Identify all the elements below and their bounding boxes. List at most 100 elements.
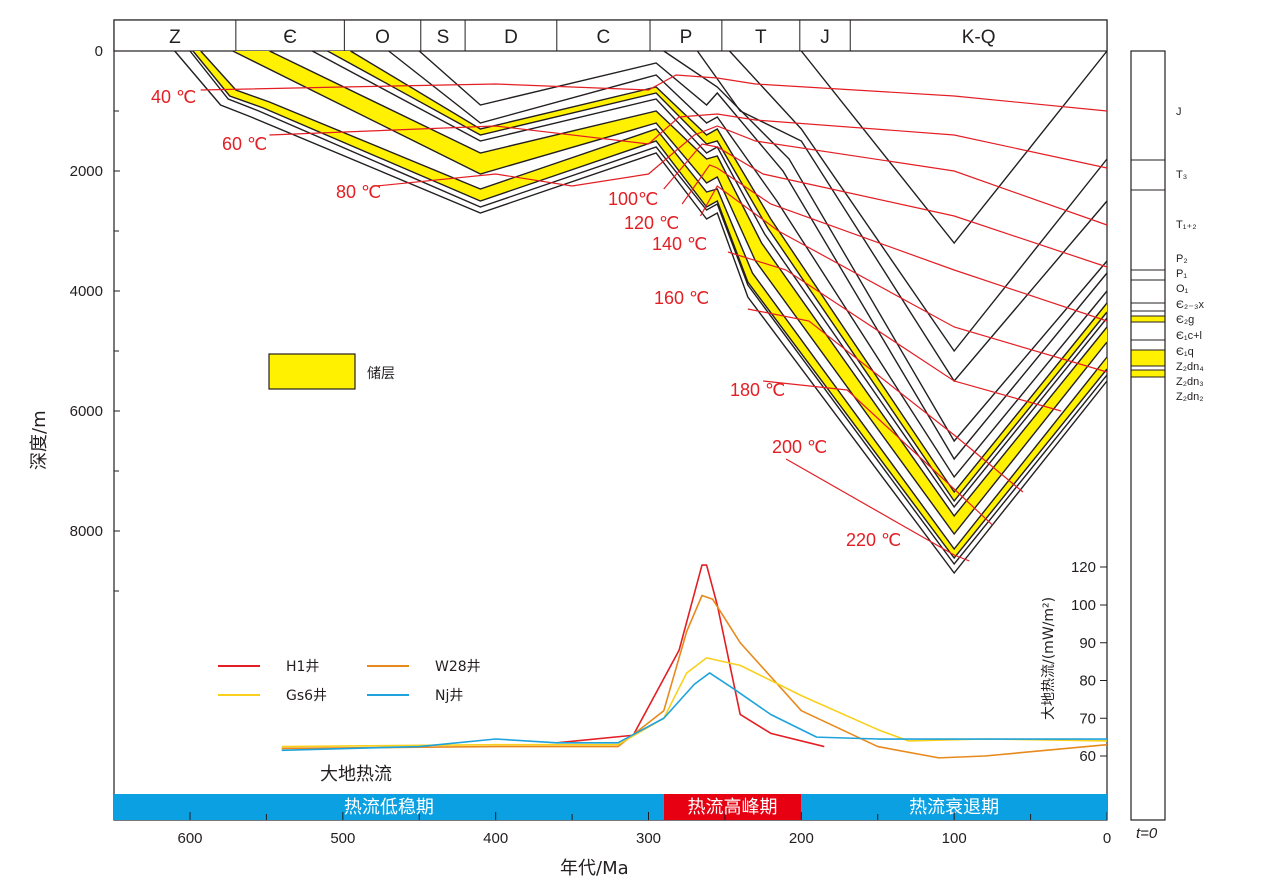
x-tick-label: 0	[1103, 830, 1111, 847]
column-unit-label: Є₂g	[1176, 314, 1194, 326]
period-label-Z: Z	[169, 27, 181, 48]
legend-label: W28井	[435, 659, 481, 675]
isotherm-line	[763, 380, 993, 526]
isotherm-label: 60 ℃	[222, 134, 267, 154]
reservoir-legend-label: 储层	[367, 366, 395, 382]
column-unit-label: O₁	[1176, 283, 1189, 295]
period-label-T: T	[755, 27, 767, 48]
isotherm-line	[269, 113, 1108, 169]
y2-tick-label: 70	[1079, 710, 1096, 727]
isotherm-line	[727, 251, 1062, 412]
column-unit-label: P₁	[1176, 268, 1187, 280]
burial-curve-E2g-top	[350, 50, 1108, 494]
x-tick-label: 200	[789, 830, 814, 847]
legend-label: Gs6井	[286, 688, 327, 704]
column-footer: t=0	[1136, 825, 1158, 842]
y2-tick-label: 80	[1079, 673, 1096, 690]
burial-curve-P2-top	[696, 50, 1108, 383]
isotherm-label: 180 ℃	[730, 380, 785, 400]
y2-tick-label: 120	[1071, 559, 1096, 576]
y-tick-label: 4000	[70, 283, 103, 300]
y2-tick-label: 60	[1079, 748, 1096, 765]
heat-flow-curve-Gs6井	[281, 657, 1108, 748]
period-label-D: D	[504, 27, 518, 48]
burial-curve-E1q-top	[269, 50, 1108, 518]
column-reservoir	[1131, 350, 1165, 366]
column-frame	[1130, 50, 1166, 821]
heat-flow-curves: H1井 W28井 Gs6井 Nj井	[218, 564, 1108, 759]
y2-tick-label: 100	[1071, 597, 1096, 614]
column-unit-label: P₂	[1176, 253, 1188, 265]
isotherm-label: 100℃	[608, 189, 658, 209]
axes: 600 500 400 300 200 100 0 0 2000 4000 6000 8000 60 70…	[70, 43, 1112, 847]
y-axis-title: 深度/m	[29, 410, 50, 470]
isotherm-line	[200, 74, 1108, 112]
phase-bar: 热流低稳期 热流高峰期 热流衰退期	[114, 794, 1107, 820]
column-unit-label: Є₂₋₃x	[1176, 299, 1204, 311]
x-tick-label: 400	[483, 830, 508, 847]
column-unit-label: Є₁q	[1176, 346, 1194, 358]
period-label-C: C	[597, 27, 611, 48]
isotherm-label: 220 ℃	[846, 530, 901, 550]
x-tick-label: 600	[177, 830, 202, 847]
burial-curve-Z2dn4-top	[200, 50, 1108, 551]
burial-curve-E1q-base	[232, 50, 1108, 536]
phase-label: 热流低稳期	[344, 797, 434, 818]
x-tick-label: 500	[330, 830, 355, 847]
heat-flow-curve-W28井	[281, 594, 1108, 759]
y2-tick-label: 90	[1079, 635, 1096, 652]
y-tick-label: 8000	[70, 523, 103, 540]
burial-layers	[174, 50, 1108, 575]
column-unit-label: Є₁c+l	[1176, 330, 1202, 342]
phase-label: 热流衰退期	[909, 797, 999, 818]
x-tick-label: 100	[942, 830, 967, 847]
isotherm-line	[376, 125, 1108, 226]
burial-curve-Z2dn2-base	[174, 50, 1108, 575]
y-tick-label: 2000	[70, 163, 103, 180]
isotherm-line	[663, 143, 1108, 268]
isotherm-label: 200 ℃	[772, 437, 827, 457]
isotherm-label: 140 ℃	[652, 234, 707, 254]
isotherm-label: 80 ℃	[336, 182, 381, 202]
legend-label: H1井	[286, 659, 319, 675]
x-tick-label: 300	[636, 830, 661, 847]
isotherm-line	[785, 458, 970, 562]
period-bar-frame	[113, 19, 1108, 52]
period-label-K-Q: K-Q	[962, 27, 996, 48]
burial-curve-Z2dn3-top	[189, 50, 1108, 566]
period-label-J: J	[820, 27, 830, 48]
column-reservoir	[1131, 316, 1165, 322]
burial-curve-T12-top	[728, 50, 1108, 353]
column-unit-label: Z₂dn₄	[1176, 361, 1204, 373]
burial-curve-E1cl-top	[311, 50, 1108, 509]
burial-curve-T3-top	[800, 50, 1108, 245]
isotherm-line	[699, 185, 1108, 373]
stratigraphic-column: J T₃ T₁₊₂ P₂ P₁ O₁ Є₂₋₃x Є₂g Є₁c+l Є₁q Z₂dn₄ Z₂dn₃ Z…	[1130, 50, 1204, 842]
burial-curve-E23x-top	[388, 50, 1108, 479]
isotherm-label: 120 ℃	[624, 213, 679, 233]
heat-flow-curve-Nj井	[281, 672, 1107, 752]
isotherm-label: 40 ℃	[151, 87, 196, 107]
y-tick-label: 0	[95, 43, 103, 60]
period-label-S: S	[437, 27, 450, 48]
column-unit-label: J	[1176, 106, 1182, 118]
heat-flow-curve-H1井	[556, 564, 825, 748]
burial-curve-O1-top	[418, 50, 1108, 461]
burial-curve-P1-top	[663, 50, 1108, 443]
isotherm-line	[681, 164, 1108, 322]
burial-curve-Z2dn4-base	[192, 50, 1108, 560]
y2-axis-title: 大地热流/(mW/m²)	[1041, 597, 1057, 720]
column-reservoir	[1131, 370, 1165, 377]
column-unit-label: Z₂dn₂	[1176, 391, 1204, 403]
phase-segment	[663, 794, 802, 820]
period-label-P: P	[680, 27, 693, 48]
phase-label: 热流高峰期	[688, 797, 778, 818]
period-label-O: O	[375, 27, 390, 48]
column-unit-label: T₁₊₂	[1176, 219, 1197, 231]
column-unit-label: Z₂dn₃	[1176, 376, 1204, 388]
y-tick-label: 6000	[70, 403, 103, 420]
x-axis-title: 年代/Ma	[560, 858, 629, 879]
isotherm-label: 160 ℃	[654, 288, 709, 308]
